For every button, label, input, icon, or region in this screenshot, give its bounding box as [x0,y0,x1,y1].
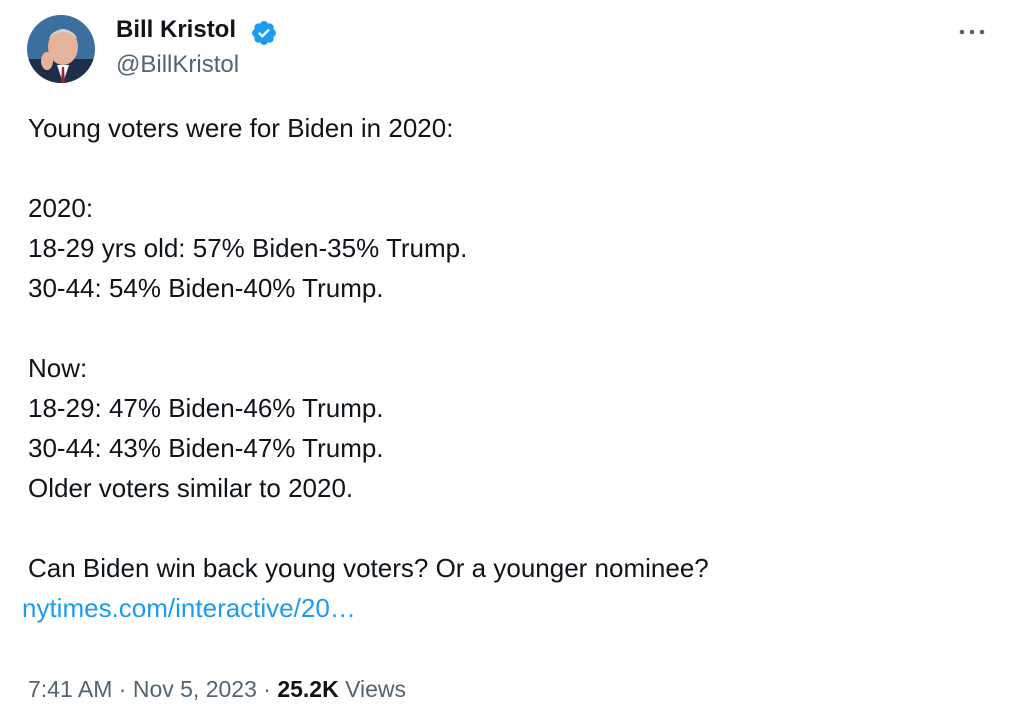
time[interactable]: 7:41 AM [28,676,113,702]
link[interactable]: nytimes.com/interactive/20… [22,593,356,623]
views-count: 25.2K [277,676,339,702]
body-line: 18-29 yrs old: 57% Biden-35% Trump. [28,233,468,263]
body-line: Older voters similar to 2020. [28,473,354,503]
body-line: Now: [28,353,88,383]
body-line: 30-44: 43% Biden-47% Trump. [28,433,384,463]
date[interactable]: Nov 5, 2023 [132,676,257,702]
body-line: Young voters were for Biden in 2020: [28,113,454,143]
avatar[interactable] [27,15,95,83]
handle[interactable]: @BillKristol [116,51,240,78]
views-label: Views [345,676,407,702]
body-line: 18-29: 47% Biden-46% Trump. [28,393,384,423]
more-button[interactable] [958,24,988,40]
display-name[interactable]: Bill Kristol [116,16,237,43]
body-line: 2020: [28,193,94,223]
tweet-meta: 7:41 AM · Nov 5, 2023 · 25.2K Views [28,676,406,703]
body-line: Can Biden win back young voters? Or a yo… [28,553,709,583]
separator: · [118,676,127,702]
body-line: 30-44: 54% Biden-40% Trump. [28,273,384,303]
verified-badge[interactable] [250,19,278,47]
separator: · [263,676,271,702]
